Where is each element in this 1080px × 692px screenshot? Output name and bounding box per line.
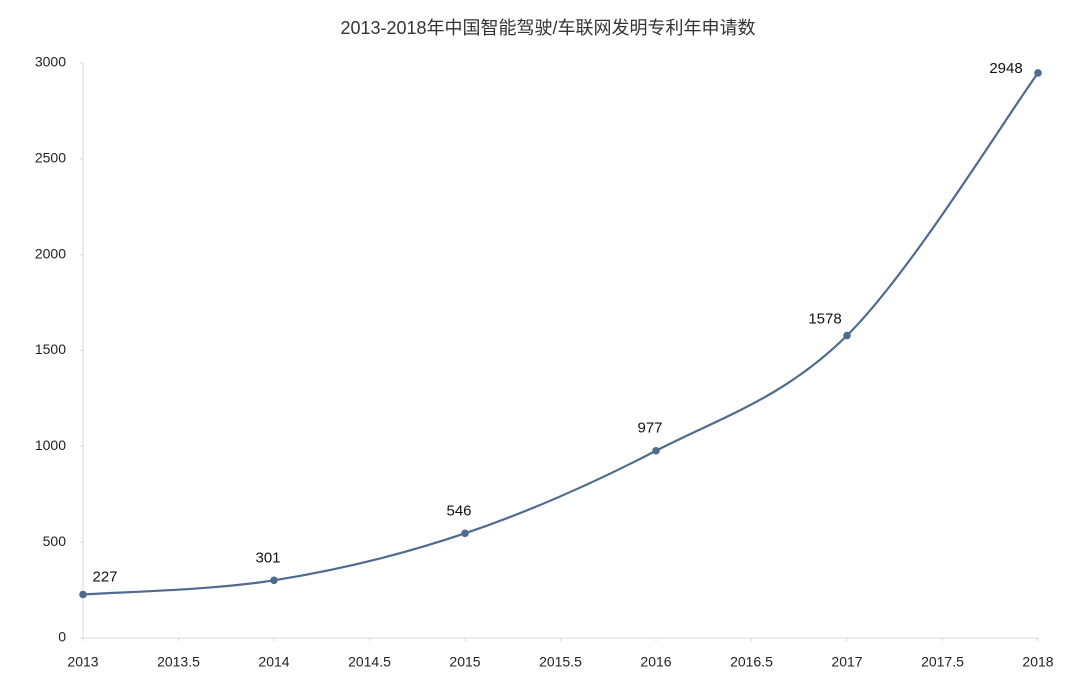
point	[652, 446, 660, 455]
chart-title: 2013-2018年中国智能驾驶/车联网发明专利年申请数	[340, 18, 755, 38]
data-label: 546	[446, 502, 471, 519]
data-label: 227	[92, 568, 117, 585]
x-tick-label: 2017	[831, 654, 862, 670]
x-tick-label: 2013.5	[157, 654, 200, 670]
x-tick-label: 2015	[449, 654, 480, 670]
x-tick-label: 2013	[67, 654, 98, 670]
y-tick-label: 1000	[35, 437, 66, 453]
x-tick-label: 2014.5	[348, 654, 391, 670]
y-tick-label: 1500	[35, 341, 66, 357]
y-tick-label: 2000	[35, 245, 66, 261]
data-label: 1578	[808, 311, 841, 328]
y-tick-label: 0	[58, 629, 66, 645]
data-label: 301	[255, 549, 280, 566]
point	[461, 529, 469, 538]
x-tick-label: 2017.5	[921, 654, 964, 670]
x-tick-label: 2016	[640, 654, 671, 670]
y-tick-label: 500	[43, 533, 67, 549]
point	[843, 331, 851, 340]
y-tick-label: 3000	[35, 54, 66, 70]
x-tick-label: 2018	[1022, 654, 1053, 670]
y-tick-label: 2500	[35, 150, 66, 166]
point	[79, 590, 87, 599]
x-tick-label: 2015.5	[539, 654, 582, 670]
point	[270, 576, 278, 585]
point	[1034, 69, 1042, 77]
data-label: 2948	[989, 60, 1022, 77]
x-tick-label: 2014	[258, 654, 289, 670]
data-label: 977	[637, 420, 662, 437]
x-tick-label: 2016.5	[730, 654, 773, 670]
